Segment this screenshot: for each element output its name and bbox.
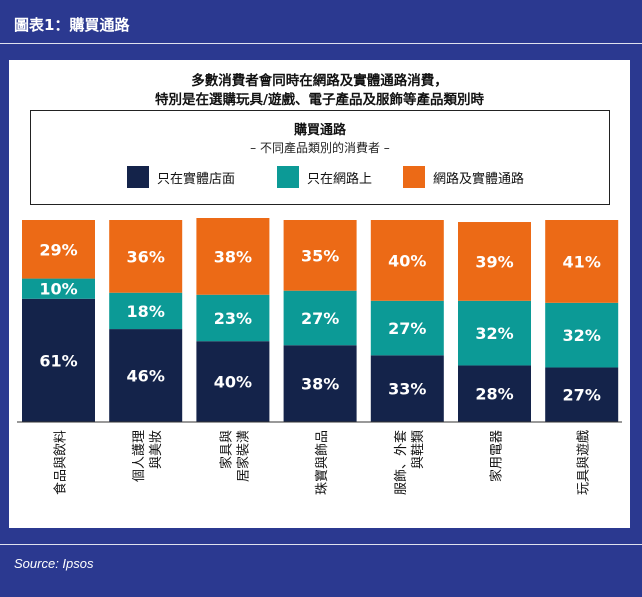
category-label: 與美妝 xyxy=(149,430,164,469)
legend-item-store-only: 只在實體店面 xyxy=(127,166,235,188)
data-label: 32% xyxy=(563,326,601,345)
source-note: Source: Ipsos xyxy=(14,556,94,571)
headline-line-1: 多數消費者會同時在網路及實體通路消費， xyxy=(191,73,448,89)
data-label: 27% xyxy=(563,386,601,405)
bar-segment xyxy=(109,220,183,293)
bar-segment xyxy=(458,365,531,422)
bar-segment xyxy=(545,302,619,368)
legend-label: 只在網路上 xyxy=(307,171,373,187)
legend-subtitle: – 不同產品類別的消費者 – xyxy=(250,141,390,155)
data-label: 27% xyxy=(301,309,339,328)
data-label: 40% xyxy=(214,373,252,392)
data-label: 32% xyxy=(475,324,513,343)
bar-segment xyxy=(196,294,270,342)
data-label: 33% xyxy=(388,380,426,399)
header-bar: 圖表1：購買通路 xyxy=(0,0,642,44)
bar-segment xyxy=(545,220,619,303)
category-label: 居家裝潢 xyxy=(235,430,251,482)
bar-segment xyxy=(458,300,531,366)
legend-item-online-only: 只在網路上 xyxy=(277,166,372,188)
bar-segment xyxy=(109,292,183,330)
bar-segment xyxy=(196,341,270,422)
bar-segment xyxy=(22,220,95,279)
bar-segment xyxy=(283,220,357,291)
data-label: 40% xyxy=(388,251,426,270)
bar-segment xyxy=(370,300,444,356)
stacked-bar-chart: 61% 10% 29% 食品與飲料 46% 18% 36% 個人護理 與美妝 40% 23% 38% 家… xyxy=(17,218,622,495)
category-label: 珠寶與飾品 xyxy=(314,430,330,495)
header-divider xyxy=(0,43,642,44)
bar-segment xyxy=(283,345,357,422)
category-label: 玩具與遊戲 xyxy=(577,430,592,495)
bar-segment xyxy=(545,367,619,422)
legend-swatch xyxy=(127,166,149,188)
category-label: 服飾、外套 xyxy=(393,430,409,495)
category-label: 食品與飲料 xyxy=(53,430,69,495)
chart-panel: 多數消費者會同時在網路及實體通路消費， 特別是在選購玩具/遊戲、電子產品及服飾等… xyxy=(9,60,630,528)
legend-swatch xyxy=(277,166,299,188)
bar-segment xyxy=(196,218,270,295)
data-label: 28% xyxy=(475,385,513,404)
legend-item-both: 網路及實體通路 xyxy=(403,166,524,188)
data-label: 29% xyxy=(39,240,77,259)
category-label: 個人護理 xyxy=(131,430,147,482)
data-label: 39% xyxy=(475,252,513,271)
bar-segment xyxy=(370,355,444,422)
bar-segment xyxy=(109,329,183,422)
data-label: 10% xyxy=(39,280,77,299)
data-label: 41% xyxy=(563,252,601,271)
data-label: 18% xyxy=(127,302,165,321)
data-label: 38% xyxy=(301,375,339,394)
legend: 購買通路 – 不同產品類別的消費者 – 只在實體店面 只在網路上 網路及實體通路 xyxy=(30,110,610,205)
bar-segment xyxy=(22,278,95,299)
legend-swatch xyxy=(403,166,425,188)
data-label: 38% xyxy=(214,247,252,266)
figure-title: 圖表1：購買通路 xyxy=(14,16,130,34)
legend-title: 購買通路 xyxy=(293,123,346,138)
category-label: 家用電器 xyxy=(489,430,505,482)
bar-segment xyxy=(22,298,95,422)
data-label: 27% xyxy=(388,319,426,338)
bar-segment xyxy=(458,222,531,301)
category-label: 家具與 xyxy=(218,430,234,469)
category-label: 與鞋類 xyxy=(410,430,426,469)
data-label: 36% xyxy=(127,247,165,266)
data-label: 46% xyxy=(127,367,165,386)
data-label: 23% xyxy=(214,309,252,328)
legend-label: 只在實體店面 xyxy=(157,171,236,187)
headline-line-2: 特別是在選購玩具/遊戲、電子產品及服飾等產品類別時 xyxy=(155,92,484,108)
bar-segment xyxy=(283,290,357,346)
legend-label: 網路及實體通路 xyxy=(433,171,525,187)
data-label: 61% xyxy=(39,351,77,370)
footer-divider xyxy=(0,544,642,545)
bar-segment xyxy=(370,220,444,301)
data-label: 35% xyxy=(301,246,339,265)
